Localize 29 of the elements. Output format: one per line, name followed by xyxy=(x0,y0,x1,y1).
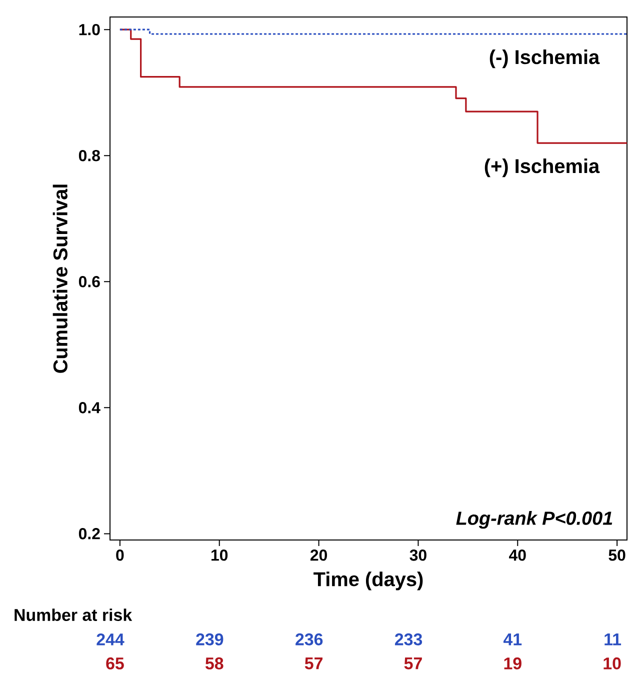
text: 10 xyxy=(604,657,621,670)
text: 57 xyxy=(404,658,422,670)
text: 239 xyxy=(196,633,224,646)
x-tick-label: 0 xyxy=(116,550,124,561)
text: 244 xyxy=(96,633,124,646)
y-axis-title: Cumulative Survival xyxy=(52,184,68,373)
x-tick-label: 20 xyxy=(310,550,327,561)
x-tick-label: 40 xyxy=(509,550,526,561)
series-label: (-) Ischemia xyxy=(490,50,600,68)
x-tick-label: 30 xyxy=(410,550,426,561)
text: 57 xyxy=(304,658,322,670)
series-label: (+) Ischemia xyxy=(484,158,600,178)
y-tick-label: 0.2 xyxy=(78,528,100,540)
text: 236 xyxy=(296,633,323,646)
text: Number at risk xyxy=(14,608,132,622)
y-tick-label: 0.8 xyxy=(78,150,100,162)
text: 11 xyxy=(604,634,622,646)
x-axis-title: Time (days) xyxy=(314,572,423,590)
text: 58 xyxy=(205,657,224,670)
y-tick-label: 0.4 xyxy=(78,402,100,414)
y-tick-label: 0.6 xyxy=(78,276,100,288)
x-tick-label: 10 xyxy=(212,550,228,561)
y-tick-label: 1.0 xyxy=(79,24,100,36)
text: 41 xyxy=(503,634,522,646)
text: 65 xyxy=(106,657,124,670)
annotation: Log-rank P<0.001 xyxy=(456,510,612,529)
text: 233 xyxy=(394,633,422,646)
x-tick-label: 50 xyxy=(608,550,626,561)
text: 19 xyxy=(504,657,522,670)
